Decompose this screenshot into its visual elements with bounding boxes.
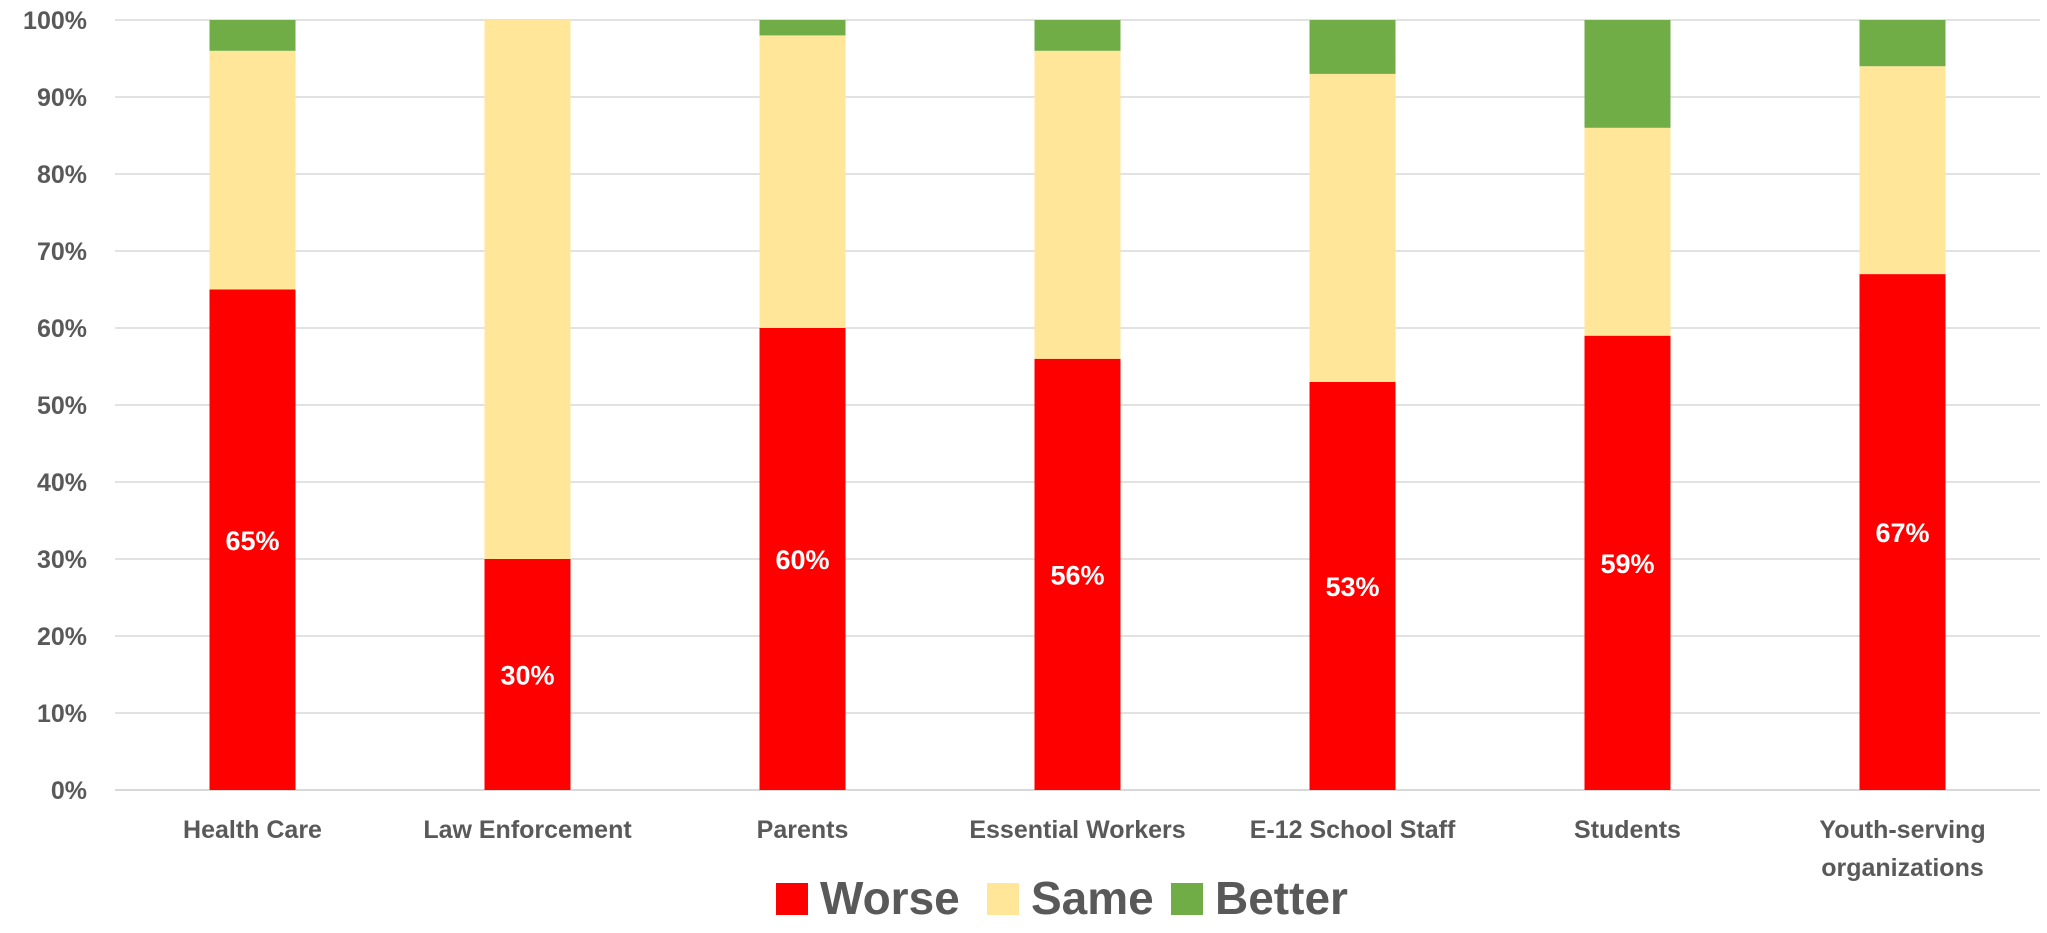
data-label: 59%	[1600, 549, 1654, 579]
bar-segment-worse	[1584, 335, 1671, 790]
legend-swatch-better	[1171, 883, 1203, 915]
bar-segment-better	[1584, 20, 1671, 128]
bar-segment-worse	[1034, 358, 1121, 790]
bar-segment-worse	[484, 559, 571, 790]
y-tick-label: 30%	[37, 546, 87, 574]
bars	[209, 20, 1946, 791]
y-tick-label: 80%	[37, 161, 87, 189]
legend-swatch-same	[987, 883, 1019, 915]
category-label: Essential Workers	[969, 816, 1185, 844]
y-tick-label: 50%	[37, 392, 87, 420]
data-label: 67%	[1875, 518, 1929, 548]
y-tick-label: 70%	[37, 238, 87, 266]
bar-segment-worse	[1859, 274, 1946, 791]
category-label: Law Enforcement	[423, 816, 632, 844]
category-label: Students	[1574, 816, 1681, 844]
bar-segment-worse	[209, 289, 296, 790]
legend-label-worse: Worse	[820, 872, 960, 924]
y-tick-label: 0%	[51, 777, 87, 805]
bar-segment-same	[1034, 50, 1121, 359]
bar-segment-better	[209, 20, 296, 51]
y-axis-ticks: 0% 10% 20% 30% 40% 50% 60% 70% 80% 90% 100%	[23, 7, 87, 805]
y-tick-label: 20%	[37, 623, 87, 651]
bar-segment-better	[759, 20, 846, 36]
bar-segment-better	[1309, 20, 1396, 74]
y-tick-label: 10%	[37, 700, 87, 728]
x-axis-categories: Health Care Law Enforcement Parents Essenti…	[183, 816, 1986, 882]
bar-segment-better	[1859, 20, 1946, 67]
category-label: E-12 School Staff	[1250, 816, 1456, 844]
bar-segment-same	[1584, 127, 1671, 336]
legend-swatch-worse	[776, 883, 808, 915]
legend-label-better: Better	[1215, 872, 1348, 924]
y-tick-label: 60%	[37, 315, 87, 343]
legend-label-same: Same	[1031, 872, 1154, 924]
data-label: 60%	[775, 545, 829, 575]
bar-segment-worse	[1309, 381, 1396, 790]
category-label: Health Care	[183, 816, 322, 844]
bar-segment-same	[1859, 66, 1946, 275]
legend: Worse Same Better	[776, 872, 1348, 924]
category-label: Parents	[757, 816, 849, 844]
y-tick-label: 90%	[37, 84, 87, 112]
bar-segment-same	[1309, 73, 1396, 382]
data-label: 53%	[1325, 572, 1379, 602]
data-labels: 65% 30% 60% 56% 53% 59% 67%	[225, 518, 1929, 690]
category-label: Youth-serving organizations	[1819, 816, 1985, 882]
bar-segment-better	[1034, 20, 1121, 51]
data-label: 56%	[1050, 560, 1104, 590]
data-label: 30%	[500, 661, 554, 691]
bar-segment-same	[759, 35, 846, 329]
bar-segment-same	[484, 20, 571, 559]
y-tick-label: 100%	[23, 7, 87, 35]
bar-segment-worse	[759, 328, 846, 790]
bar-segment-same	[209, 50, 296, 290]
y-tick-label: 40%	[37, 469, 87, 497]
data-label: 65%	[225, 526, 279, 556]
